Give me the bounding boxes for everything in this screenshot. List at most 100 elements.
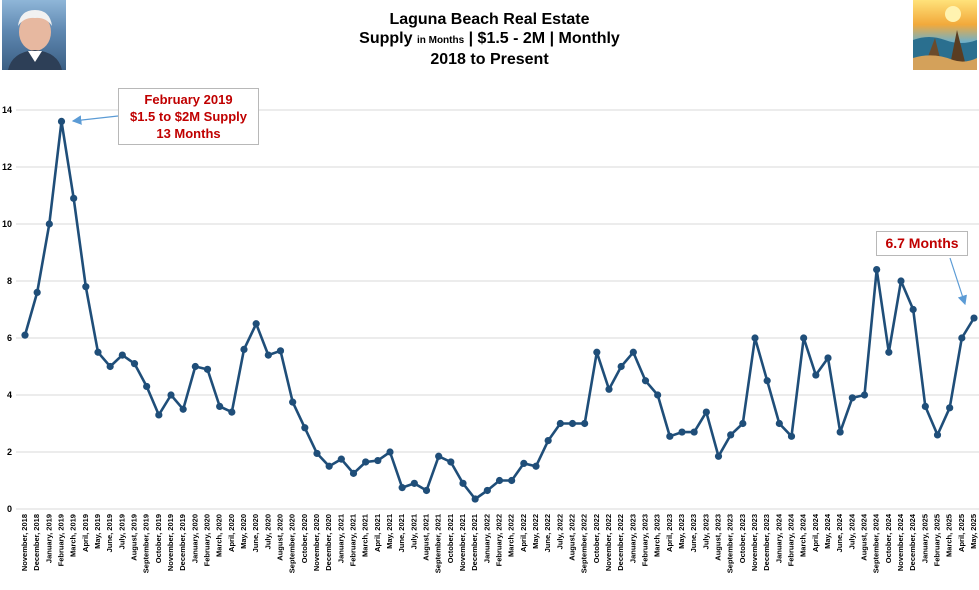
- x-tick-label: March, 2020: [215, 514, 224, 557]
- x-tick-label: April, 2024: [811, 513, 820, 552]
- data-point: [702, 408, 710, 416]
- data-point: [362, 458, 370, 466]
- x-tick-label: June, 2019: [105, 514, 114, 552]
- x-tick-label: February, 2024: [787, 513, 796, 566]
- data-point: [435, 452, 443, 460]
- data-point: [398, 484, 406, 492]
- x-tick-label: May, 2021: [385, 514, 394, 549]
- data-point: [544, 437, 552, 445]
- data-point: [57, 117, 66, 125]
- data-point: [824, 354, 832, 362]
- y-tick-label: 2: [7, 447, 12, 457]
- x-tick-label: March, 2024: [799, 513, 808, 557]
- x-tick-label: January, 2023: [628, 514, 637, 563]
- y-tick-label: 14: [2, 105, 12, 115]
- data-point: [654, 391, 662, 399]
- x-tick-label: August, 2024: [860, 513, 869, 561]
- data-point: [556, 419, 564, 428]
- x-tick-label: February, 2019: [57, 514, 66, 566]
- x-tick-label: February, 2021: [349, 514, 358, 566]
- data-point: [386, 448, 394, 456]
- title-line-2-a: Supply: [359, 30, 417, 47]
- data-point: [629, 348, 637, 356]
- data-point: [301, 424, 309, 432]
- x-tick-label: June, 2023: [689, 514, 698, 552]
- x-tick-label: July, 2020: [263, 514, 272, 549]
- y-tick-label: 6: [7, 333, 12, 343]
- x-tick-label: June, 2022: [543, 514, 552, 552]
- x-tick-label: January, 2019: [44, 514, 53, 563]
- data-point: [775, 419, 783, 428]
- x-tick-label: March, 2019: [69, 514, 78, 557]
- x-tick-label: February, 2020: [203, 514, 212, 566]
- data-point: [422, 486, 431, 495]
- data-point: [751, 334, 759, 342]
- x-tick-label: May, 2025: [969, 514, 978, 549]
- x-tick-label: December, 2019: [178, 514, 187, 571]
- gridlines: [16, 109, 979, 510]
- x-tick-label: January, 2025: [920, 514, 929, 563]
- x-tick-label: May, 2024: [823, 513, 832, 549]
- data-point: [240, 345, 248, 353]
- x-tick-label: May, 2019: [93, 514, 102, 549]
- y-tick-label: 12: [2, 162, 12, 172]
- x-tick-label: December, 2018: [32, 514, 41, 571]
- data-point: [727, 431, 735, 439]
- x-tick-label: December, 2020: [324, 514, 333, 571]
- data-point: [349, 469, 358, 477]
- latest-annotation-arrow: [949, 257, 967, 306]
- x-tick-label: October, 2024: [884, 513, 893, 563]
- x-tick-label: February, 2022: [495, 514, 504, 566]
- y-tick-label: 8: [7, 276, 12, 286]
- data-point: [21, 331, 29, 339]
- x-tick-label: August, 2021: [422, 514, 431, 561]
- data-point: [641, 377, 650, 385]
- chart-title: Laguna Beach Real Estate Supply in Month…: [0, 10, 979, 69]
- data-point: [313, 449, 321, 458]
- data-point: [106, 362, 114, 371]
- peak-annotation-line-2: $1.5 to $2M Supply: [129, 109, 248, 124]
- data-point: [848, 394, 856, 402]
- data-point: [495, 476, 504, 485]
- x-tick-label: November, 2022: [604, 514, 613, 571]
- data-point: [264, 351, 272, 359]
- data-point: [155, 411, 163, 419]
- x-tick-label: April, 2021: [373, 514, 382, 552]
- data-point: [82, 283, 90, 291]
- x-tick-label: December, 2024: [908, 513, 917, 571]
- title-line-2: Supply in Months | $1.5 - 2M | Monthly: [0, 29, 979, 50]
- x-tick-label: November, 2019: [166, 514, 175, 571]
- x-tick-label: March, 2025: [945, 514, 954, 557]
- data-point: [933, 431, 942, 439]
- x-tick-label: August, 2020: [276, 514, 285, 561]
- data-point: [252, 320, 260, 328]
- data-point: [520, 459, 528, 467]
- data-point: [325, 462, 333, 470]
- x-tick-label: November, 2020: [312, 514, 321, 571]
- y-axis-tick-labels: 0 2 4 6 8 10 12 14: [2, 105, 12, 514]
- laguna-beach-painting-photo: [913, 0, 977, 70]
- x-tick-label: March, 2023: [653, 514, 662, 557]
- x-tick-label: November, 2021: [458, 514, 467, 571]
- x-tick-label: September, 2022: [580, 514, 589, 573]
- data-point: [836, 428, 844, 436]
- x-tick-label: October, 2023: [738, 514, 747, 563]
- x-tick-label: October, 2020: [300, 514, 309, 563]
- agent-portrait-photo: [2, 0, 66, 70]
- data-point: [678, 428, 686, 436]
- data-point: [787, 432, 796, 440]
- x-tick-label: December, 2023: [762, 514, 771, 571]
- series-line: [23, 120, 976, 501]
- data-point: [337, 455, 345, 463]
- x-tick-label: January, 2021: [336, 514, 345, 563]
- data-point: [70, 194, 78, 202]
- data-point: [459, 479, 467, 487]
- x-tick-label: October, 2019: [154, 514, 163, 563]
- x-tick-label: February, 2023: [641, 514, 650, 566]
- title-line-3: 2018 to Present: [430, 51, 549, 68]
- data-point: [45, 220, 53, 228]
- data-point: [946, 404, 954, 412]
- x-tick-label: August, 2023: [714, 514, 723, 561]
- data-point: [447, 458, 455, 466]
